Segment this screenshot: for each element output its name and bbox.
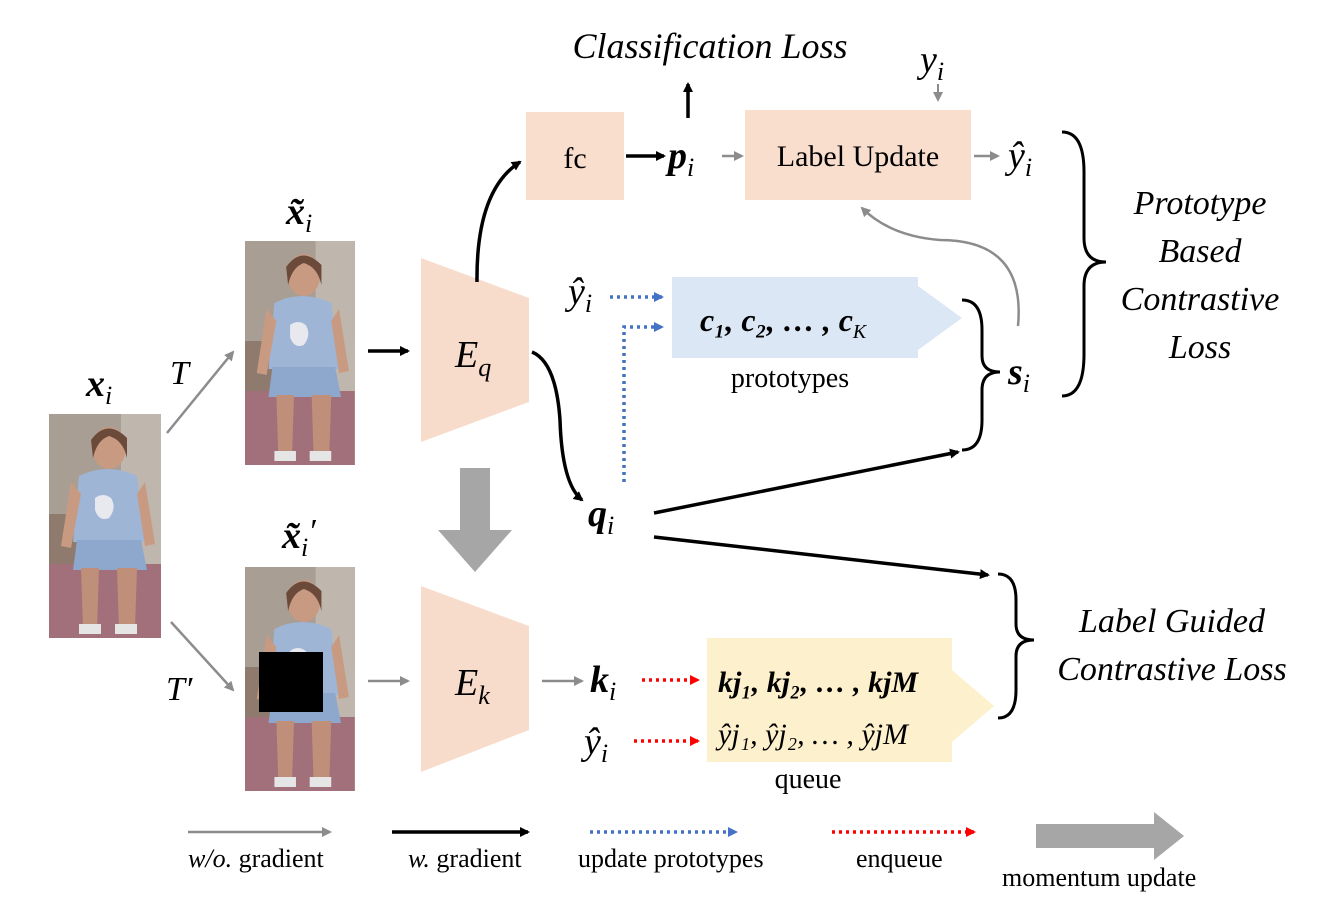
label-y: yi — [916, 39, 944, 86]
label-p: pi — [665, 135, 694, 182]
legend-momentum-update: momentum update — [1002, 863, 1196, 892]
label-k: ki — [590, 659, 616, 706]
label-s: si — [1007, 351, 1030, 398]
queue-caption: queue — [775, 764, 842, 795]
fc-label: fc — [563, 142, 586, 175]
label-x-tilde: x̃i — [285, 191, 312, 238]
legend: w/o. gradient w. gradient update prototy… — [188, 812, 1196, 892]
legend-gradient: w. gradient — [408, 844, 522, 873]
momentum-update-arrow — [438, 468, 512, 572]
classification-loss-label: Classification Loss — [572, 26, 847, 66]
label-guided-loss-line-2: Contrastive Loss — [1057, 651, 1287, 688]
prototype-loss-line-2: Based — [1158, 233, 1242, 270]
label-x-tilde-prime: x̃i′ — [281, 513, 316, 562]
encoder-q — [421, 258, 529, 442]
prototype-box — [672, 277, 962, 358]
label-x: xi — [85, 363, 112, 410]
encoder-k — [421, 586, 529, 772]
label-q: qi — [588, 493, 614, 540]
augmented-image-x-tilde — [245, 241, 355, 465]
arrow-s-to-label-update — [860, 206, 1020, 327]
prototype-loss-brace — [1061, 130, 1107, 398]
prototype-loss-line-3: Contrastive — [1121, 281, 1280, 318]
label-y-hat-prototype: ŷi — [564, 271, 592, 318]
label-y-hat-updated: ŷi — [1004, 135, 1032, 182]
label-y-hat-queue: ŷi — [580, 721, 608, 768]
prototype-loss-line-4: Loss — [1168, 329, 1231, 366]
legend-enqueue: enqueue — [856, 844, 943, 873]
similarity-brace — [961, 298, 1001, 452]
prototype-list: c₁, c₂, … , cK — [700, 302, 868, 343]
queue-box — [707, 638, 994, 762]
arrow-q-to-s — [653, 448, 960, 515]
erasing-mask — [259, 652, 323, 712]
arrow-T — [166, 350, 235, 434]
label-guided-loss-brace — [997, 572, 1035, 720]
label-update-label: Label Update — [777, 140, 939, 173]
encoder-q-label: Eq — [454, 334, 491, 382]
label-T-prime: T′ — [166, 671, 193, 708]
label-guided-loss-line-1: Label Guided — [1078, 603, 1266, 640]
encoder-k-label: Ek — [454, 662, 490, 710]
fc-box — [526, 112, 624, 200]
legend-momentum-arrow — [1036, 812, 1184, 860]
label-update-box — [745, 110, 971, 200]
arrow-update-prototypes-q — [622, 322, 664, 482]
legend-no-gradient: w/o. gradient — [188, 844, 325, 873]
prototype-loss-line-1: Prototype — [1133, 185, 1267, 222]
arrow-q-to-label-guided-loss — [653, 535, 990, 580]
input-image-x — [49, 414, 161, 638]
queue-keys: kj₁, kj₂, … , kjM — [718, 666, 919, 699]
prototypes-caption: prototypes — [731, 363, 849, 394]
augmented-image-x-tilde-prime — [245, 567, 355, 791]
legend-update-prototypes: update prototypes — [578, 844, 764, 873]
label-T: T — [170, 355, 191, 392]
queue-labels: ŷj₁, ŷj₂, … , ŷjM — [715, 718, 910, 751]
arrow-eq-to-fc — [475, 160, 522, 283]
arrow-T-prime — [170, 621, 235, 692]
arrow-eq-to-q — [531, 350, 584, 502]
